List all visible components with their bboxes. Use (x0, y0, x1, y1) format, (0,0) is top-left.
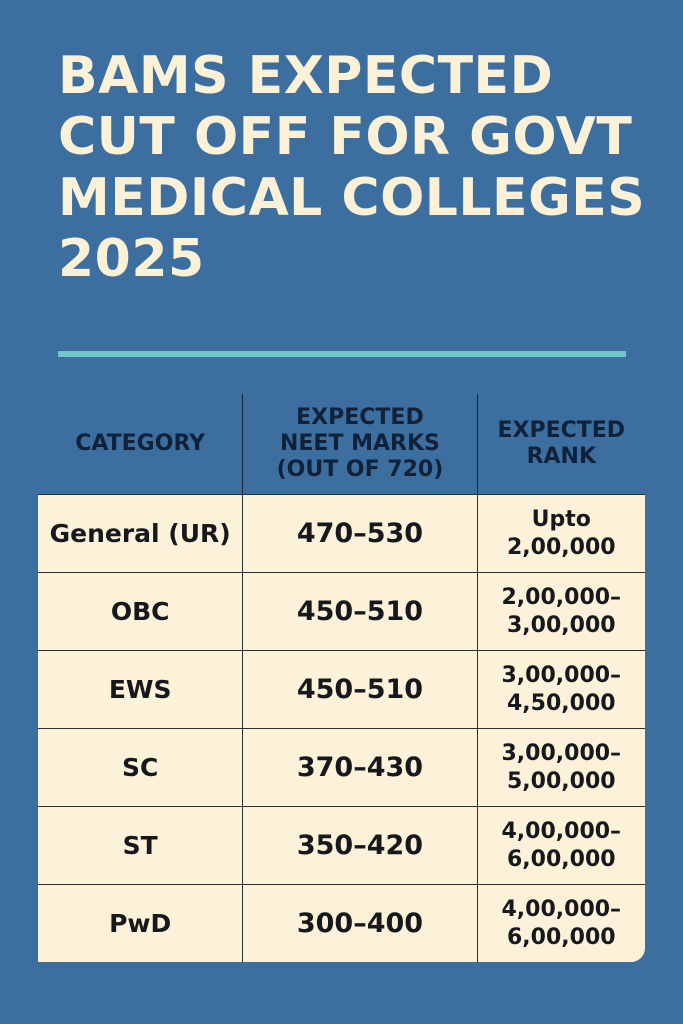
rank-cell: 4,00,000– 6,00,000 (476, 885, 645, 962)
title-line: 2025 (58, 229, 205, 289)
header-rank: EXPECTED RANK (476, 394, 645, 494)
marks-cell: 370–430 (242, 729, 476, 806)
rank-line: 6,00,000 (507, 846, 616, 872)
rank-line: Upto (531, 506, 591, 532)
table-row: OBC 450–510 2,00,000– 3,00,000 (38, 572, 645, 650)
marks-cell: 300–400 (242, 885, 476, 962)
rank-cell: 3,00,000– 4,50,000 (476, 651, 645, 728)
rank-line: 6,00,000 (507, 924, 616, 950)
rank-line: 5,00,000 (507, 768, 616, 794)
category-cell: OBC (110, 597, 170, 626)
category-cell: SC (121, 753, 159, 782)
rank-cell: 4,00,000– 6,00,000 (476, 807, 645, 884)
rank-line: 4,00,000– (501, 896, 622, 922)
header-marks-label: EXPECTED NEET MARKS (OUT OF 720) (276, 405, 444, 482)
table-row: ST 350–420 4,00,000– 6,00,000 (38, 806, 645, 884)
category-cell: General (UR) (49, 519, 231, 548)
rank-line: 3,00,000– (501, 662, 622, 688)
marks-cell: 470–530 (242, 495, 476, 572)
rank-cell: 3,00,000– 5,00,000 (476, 729, 645, 806)
cutoff-table: CATEGORY EXPECTED NEET MARKS (OUT OF 720… (38, 394, 645, 962)
title-line: BAMS EXPECTED (58, 46, 554, 106)
page-title: BAMS EXPECTED CUT OFF FOR GOVT MEDICAL C… (58, 46, 658, 290)
table-row: SC 370–430 3,00,000– 5,00,000 (38, 728, 645, 806)
table-row: General (UR) 470–530 Upto 2,00,000 (38, 495, 645, 572)
table-row: PwD 300–400 4,00,000– 6,00,000 (38, 884, 645, 962)
rank-cell: 2,00,000– 3,00,000 (476, 573, 645, 650)
category-cell: ST (122, 831, 158, 860)
table-header: CATEGORY EXPECTED NEET MARKS (OUT OF 720… (38, 394, 645, 494)
title-line: MEDICAL COLLEGES (58, 168, 646, 228)
rank-cell: Upto 2,00,000 (476, 495, 645, 572)
rank-line: 3,00,000– (501, 740, 622, 766)
table-body: General (UR) 470–530 Upto 2,00,000 OBC 4… (38, 494, 645, 962)
marks-cell: 450–510 (242, 573, 476, 650)
marks-cell: 350–420 (242, 807, 476, 884)
category-cell: EWS (108, 675, 172, 704)
rank-line: 2,00,000 (507, 534, 616, 560)
rank-line: 4,00,000– (501, 818, 622, 844)
marks-cell: 450–510 (242, 651, 476, 728)
rank-line: 2,00,000– (501, 584, 622, 610)
header-marks: EXPECTED NEET MARKS (OUT OF 720) (242, 394, 476, 494)
rank-line: 3,00,000 (507, 612, 616, 638)
category-cell: PwD (109, 909, 172, 938)
title-line: CUT OFF FOR GOVT (58, 107, 633, 167)
header-category: CATEGORY (75, 431, 206, 456)
rank-line: 4,50,000 (507, 690, 616, 716)
table-row: EWS 450–510 3,00,000– 4,50,000 (38, 650, 645, 728)
divider (58, 351, 626, 357)
header-rank-label: EXPECTED RANK (497, 418, 626, 469)
